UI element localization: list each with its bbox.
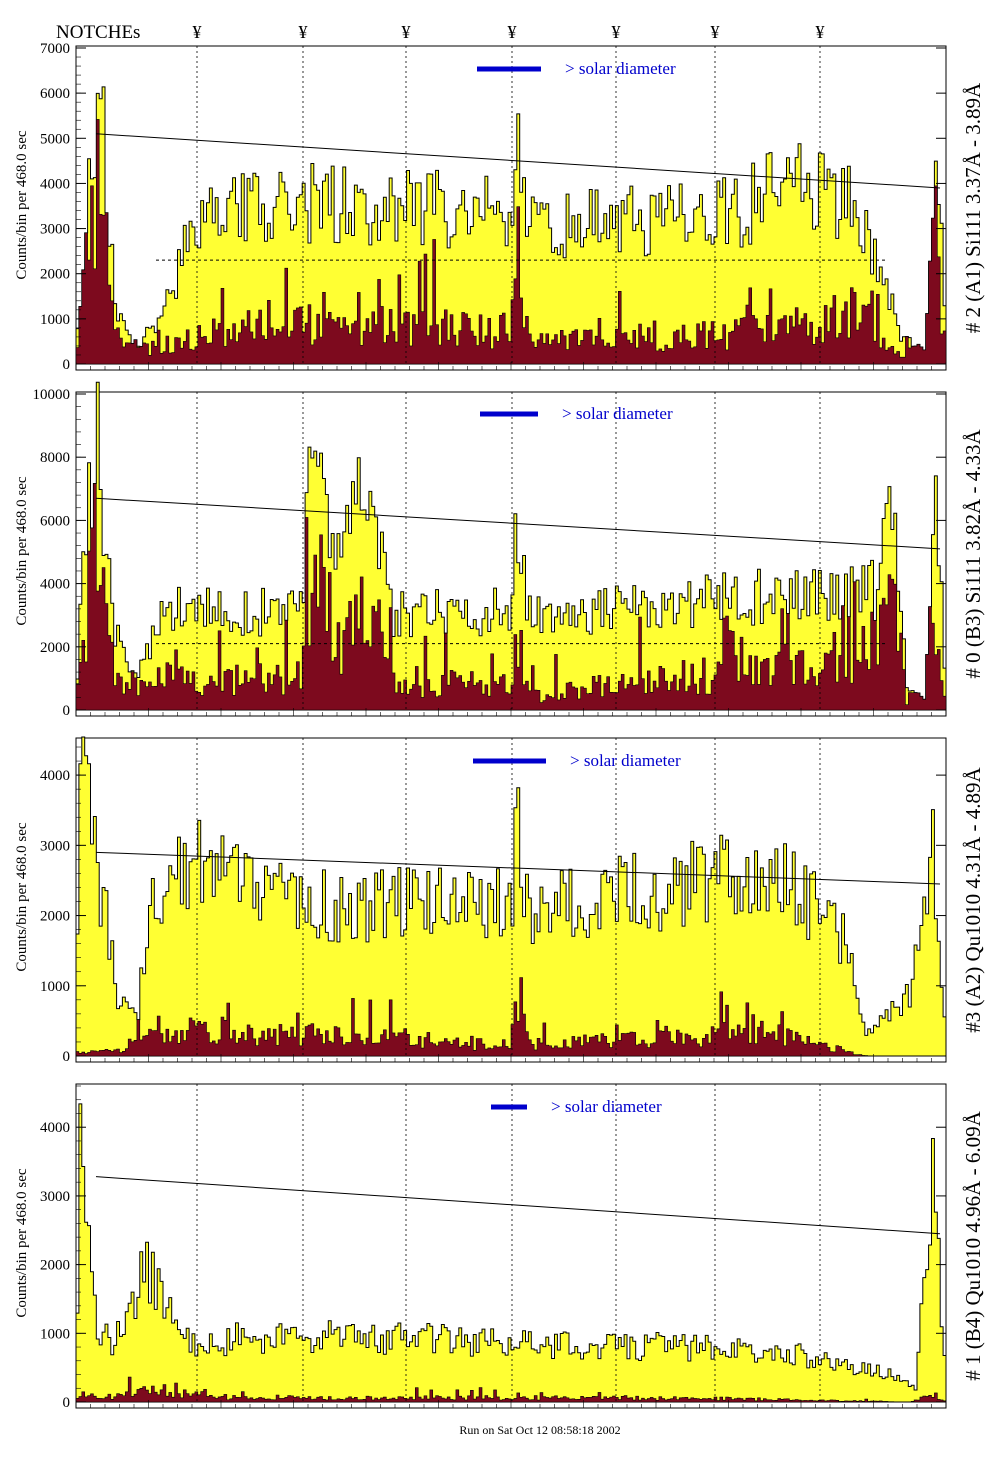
y-tick-label: 1000	[40, 1326, 70, 1342]
legend-solar-diameter-text: > solar diameter	[551, 1097, 662, 1116]
y-tick-label: 8000	[40, 450, 70, 466]
y-tick-label: 2000	[40, 1258, 70, 1274]
y-tick-label: 3000	[40, 1189, 70, 1205]
y-axis-label: Counts/bin per 468.0 sec	[14, 1168, 30, 1317]
notch-marker: ¥	[508, 22, 517, 42]
y-tick-label: 3000	[40, 838, 70, 854]
y-tick-label: 4000	[40, 176, 70, 192]
notch-marker: ¥	[612, 22, 621, 42]
y-tick-label: 0	[63, 1395, 71, 1411]
y-tick-label: 0	[63, 357, 71, 373]
panel-title: # 1 (B4) Qu1010 4.96Å - 6.09Å	[961, 1110, 985, 1380]
trend-line	[95, 497, 941, 550]
notch-marker: ¥	[816, 22, 825, 42]
trend-line	[95, 851, 941, 885]
y-axis-label: Counts/bin per 468.0 sec	[14, 130, 30, 279]
y-tick-label: 6000	[40, 86, 70, 102]
y-tick-label: 2000	[40, 909, 70, 925]
notch-marker: ¥	[299, 22, 308, 42]
y-tick-label: 4000	[40, 768, 70, 784]
y-tick-label: 0	[63, 703, 71, 719]
dark-histogram	[75, 977, 946, 1057]
notches-label: NOTCHEs	[56, 22, 140, 43]
legend-solar-diameter-text: > solar diameter	[570, 751, 681, 770]
panel-title: # 2 (A1) Si111 3.37Å - 3.89Å	[961, 82, 985, 333]
y-tick-label: 0	[63, 1049, 71, 1065]
notch-marker: ¥	[402, 22, 411, 42]
y-tick-label: 10000	[33, 387, 71, 403]
y-tick-label: 6000	[40, 513, 70, 529]
dark-histogram	[75, 119, 947, 365]
notch-marker: ¥	[711, 22, 720, 42]
dark-histogram	[75, 1376, 947, 1403]
legend-solar-diameter-text: > solar diameter	[565, 59, 676, 78]
trend-line	[95, 133, 941, 189]
legend-solar-diameter-text: > solar diameter	[562, 404, 673, 423]
trend-line	[95, 1176, 941, 1235]
y-axis-label: Counts/bin per 468.0 sec	[14, 822, 30, 971]
y-tick-label: 4000	[40, 1120, 70, 1136]
y-tick-label: 1000	[40, 979, 70, 995]
y-tick-label: 5000	[40, 131, 70, 147]
yellow-histogram	[75, 1103, 947, 1403]
yellow-histogram	[75, 86, 947, 365]
panel-title: #3 (A2) Qu1010 4.31Å - 4.89Å	[961, 766, 985, 1032]
yellow-histogram	[75, 736, 947, 1057]
run-timestamp: Run on Sat Oct 12 08:58:18 2002	[459, 1423, 620, 1437]
panel-title: # 0 (B3) Si111 3.82Å - 4.33Å	[961, 429, 985, 679]
y-tick-label: 2000	[40, 267, 70, 283]
dark-histogram	[75, 483, 947, 711]
notch-marker: ¥	[193, 22, 202, 42]
y-tick-label: 3000	[40, 222, 70, 238]
y-axis-label: Counts/bin per 468.0 sec	[14, 476, 30, 625]
y-tick-label: 4000	[40, 577, 70, 593]
y-tick-label: 1000	[40, 312, 70, 328]
y-tick-label: 2000	[40, 640, 70, 656]
y-tick-label: 7000	[40, 41, 70, 57]
